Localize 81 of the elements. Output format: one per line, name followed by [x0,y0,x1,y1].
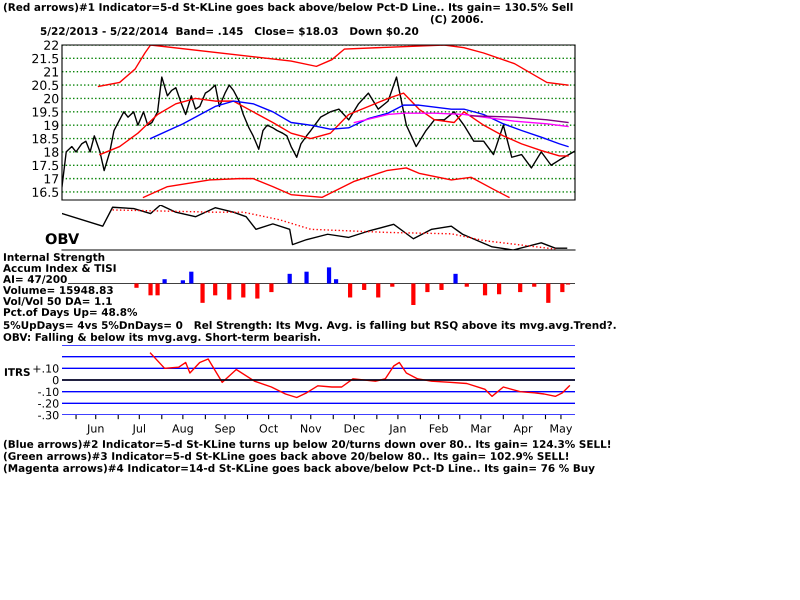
bar [200,284,205,303]
annotation: OBV [46,233,80,244]
x-tick-label: Feb [430,424,448,433]
bar [518,284,522,292]
annotation: Volume= 15948.83 [3,286,113,294]
bar [255,284,260,299]
y-tick-label: -.20 [38,399,58,408]
y-tick-label: -.30 [38,410,58,420]
x-tick-label: Apr [513,424,533,435]
y-tick-label: 17.5 [32,160,58,170]
bar [189,272,194,284]
bar [334,279,338,284]
bar [482,284,488,296]
y-tick-label: 0 [52,376,58,384]
bar [425,284,430,292]
text: (C) 2006. [430,14,483,24]
bar [439,284,444,290]
bar [390,284,394,287]
line-series [99,92,569,157]
bar [362,284,366,290]
x-tick-label: Oct [260,424,278,433]
bar [241,284,246,298]
bar [162,279,167,284]
bar [453,274,458,284]
chart-subtitle: 5/22/2013 - 5/22/2014 Band= .145 Close= $18.03 Down $0.20 [40,26,418,36]
text: (Green arrows)#3 Indicator=5-d St-KLine goes back above 20/below 80.. Its gain= 102.9% SELL! [4,452,568,462]
text: 5%UpDays= 4vs 5%DnDays= 0 Rel Strength: Its Mvg. Avg. is falling but RSQ above its mvg.avg.Trend?. [4,320,616,332]
chart-title: (Red arrows)#1 Indicator=5-d St-KLine goes back above/below Pct-D Line.. Its gain= 130.5% Sell [4,2,572,14]
x-tick-label: Aug [172,424,193,435]
text: (Blue arrows)#2 Indicator=5-d St-KLine turns up below 20/turns down over 80.. Its gain= 124.3% SELL! [4,440,610,450]
bar [269,284,274,292]
bar [304,272,309,284]
y-tick-label: +.10 [33,364,58,373]
line-series [150,100,569,148]
line-series [470,115,569,124]
x-tick-label: Jun [86,424,104,435]
bar [532,284,536,287]
line-series [354,112,569,128]
x-tick-label: Sep [215,424,235,435]
bar [155,284,160,296]
y-tick-label: -.10 [38,388,58,396]
line-series [98,45,569,88]
bar [288,274,292,284]
x-tick-label: Jan [388,424,406,435]
text: OBV: Falling & below its mvg.avg. Short-term bearish. [4,332,320,344]
y-tick-label: 16.5 [32,187,58,197]
bar [326,267,332,284]
bar [213,284,218,296]
x-tick-label: Mar [471,424,492,433]
y-tick-label: 22 [44,40,58,50]
annotation: Vol/Vol 50 DA= 1.1 [3,296,112,306]
bar [348,284,352,298]
bar [227,284,232,300]
bar [376,284,380,298]
line-series [142,167,510,198]
bar [134,284,139,288]
text: Internal Strength [4,252,104,264]
x-tick-label: Jul [132,424,145,435]
x-tick-label: Nov [301,424,322,433]
bar [411,284,416,305]
y-tick-label: 19 [44,120,58,130]
text: Pct.of Days Up= 48.8% [4,308,138,318]
bar [546,284,550,303]
y-tick-label: 19.5 [32,107,58,117]
y-tick-label: 21 [44,67,58,76]
bar [464,284,469,287]
x-tick-label: May [550,424,572,435]
y-axis-title: ITRS [4,368,30,376]
y-tick-label: 18.5 [32,134,58,144]
annotation: Accum Index & TISI [3,264,116,272]
y-tick-label: 20.5 [32,80,58,90]
line-series [150,352,570,398]
x-tick-label: Dec [344,424,364,433]
text: (Magenta arrows)#4 Indicator=14-d St-KLine goes back above/below Pct-D Line.. Its gain= 76 % Buy [4,464,595,474]
y-tick-label: 21.5 [32,54,58,64]
annotation: AI= 47/200 [3,275,67,284]
y-tick-label: 17 [44,174,58,184]
y-tick-label: 18 [44,147,58,157]
bar [496,284,502,294]
bar [148,284,153,296]
y-tick-label: 20 [44,94,58,104]
